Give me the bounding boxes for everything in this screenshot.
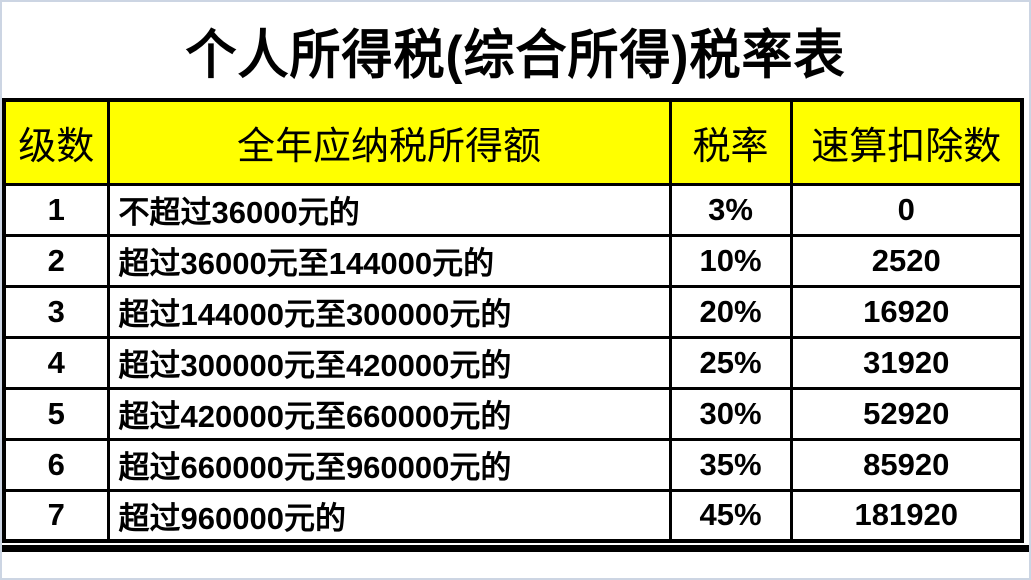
- header-row: 级数 全年应纳税所得额 税率 速算扣除数: [2, 98, 1024, 186]
- level-cell: 5: [2, 386, 110, 441]
- tax-rate-cell: 25%: [668, 335, 793, 390]
- table-row: 3 超过144000元至300000元的 20% 16920: [2, 284, 1024, 339]
- tax-rate-cell: 35%: [668, 437, 793, 492]
- table-row: 7 超过960000元的 45% 181920: [2, 488, 1024, 543]
- table-row: 2 超过36000元至144000元的 10% 2520: [2, 233, 1024, 288]
- income-range-cell: 超过36000元至144000元的: [106, 233, 672, 288]
- level-cell: 3: [2, 284, 110, 339]
- header-level: 级数: [2, 98, 110, 186]
- table-row: 4 超过300000元至420000元的 25% 31920: [2, 335, 1024, 390]
- title-bar: 个人所得税(综合所得)税率表: [2, 2, 1029, 98]
- header-tax-rate: 税率: [668, 98, 793, 186]
- level-cell: 7: [2, 488, 110, 543]
- quick-deduction-cell: 181920: [789, 488, 1024, 543]
- income-range-cell: 超过420000元至660000元的: [106, 386, 672, 441]
- quick-deduction-cell: 16920: [789, 284, 1024, 339]
- quick-deduction-cell: 31920: [789, 335, 1024, 390]
- quick-deduction-cell: 2520: [789, 233, 1024, 288]
- table-row: 1 不超过36000元的 3% 0: [2, 182, 1024, 237]
- page-title: 个人所得税(综合所得)税率表: [185, 25, 846, 85]
- table-row: 6 超过660000元至960000元的 35% 85920: [2, 437, 1024, 492]
- quick-deduction-cell: 52920: [789, 386, 1024, 441]
- header-annual-taxable-income: 全年应纳税所得额: [106, 98, 672, 186]
- income-range-cell: 超过300000元至420000元的: [106, 335, 672, 390]
- quick-deduction-cell: 0: [789, 182, 1024, 237]
- level-cell: 2: [2, 233, 110, 288]
- level-cell: 6: [2, 437, 110, 492]
- tax-rate-cell: 45%: [668, 488, 793, 543]
- tax-rate-cell: 10%: [668, 233, 793, 288]
- income-range-cell: 超过144000元至300000元的: [106, 284, 672, 339]
- income-tax-rate-table: 级数 全年应纳税所得额 税率 速算扣除数 1 不超过36000元的 3% 0 2…: [2, 98, 1024, 543]
- quick-deduction-cell: 85920: [789, 437, 1024, 492]
- table-outer-border: 级数 全年应纳税所得额 税率 速算扣除数 1 不超过36000元的 3% 0 2…: [2, 98, 1029, 552]
- income-range-cell: 超过960000元的: [106, 488, 672, 543]
- level-cell: 1: [2, 182, 110, 237]
- level-cell: 4: [2, 335, 110, 390]
- income-range-cell: 不超过36000元的: [106, 182, 672, 237]
- tax-rate-cell: 3%: [668, 182, 793, 237]
- table-row: 5 超过420000元至660000元的 30% 52920: [2, 386, 1024, 441]
- tax-rate-cell: 20%: [668, 284, 793, 339]
- income-range-cell: 超过660000元至960000元的: [106, 437, 672, 492]
- tax-rate-cell: 30%: [668, 386, 793, 441]
- header-quick-deduction: 速算扣除数: [789, 98, 1024, 186]
